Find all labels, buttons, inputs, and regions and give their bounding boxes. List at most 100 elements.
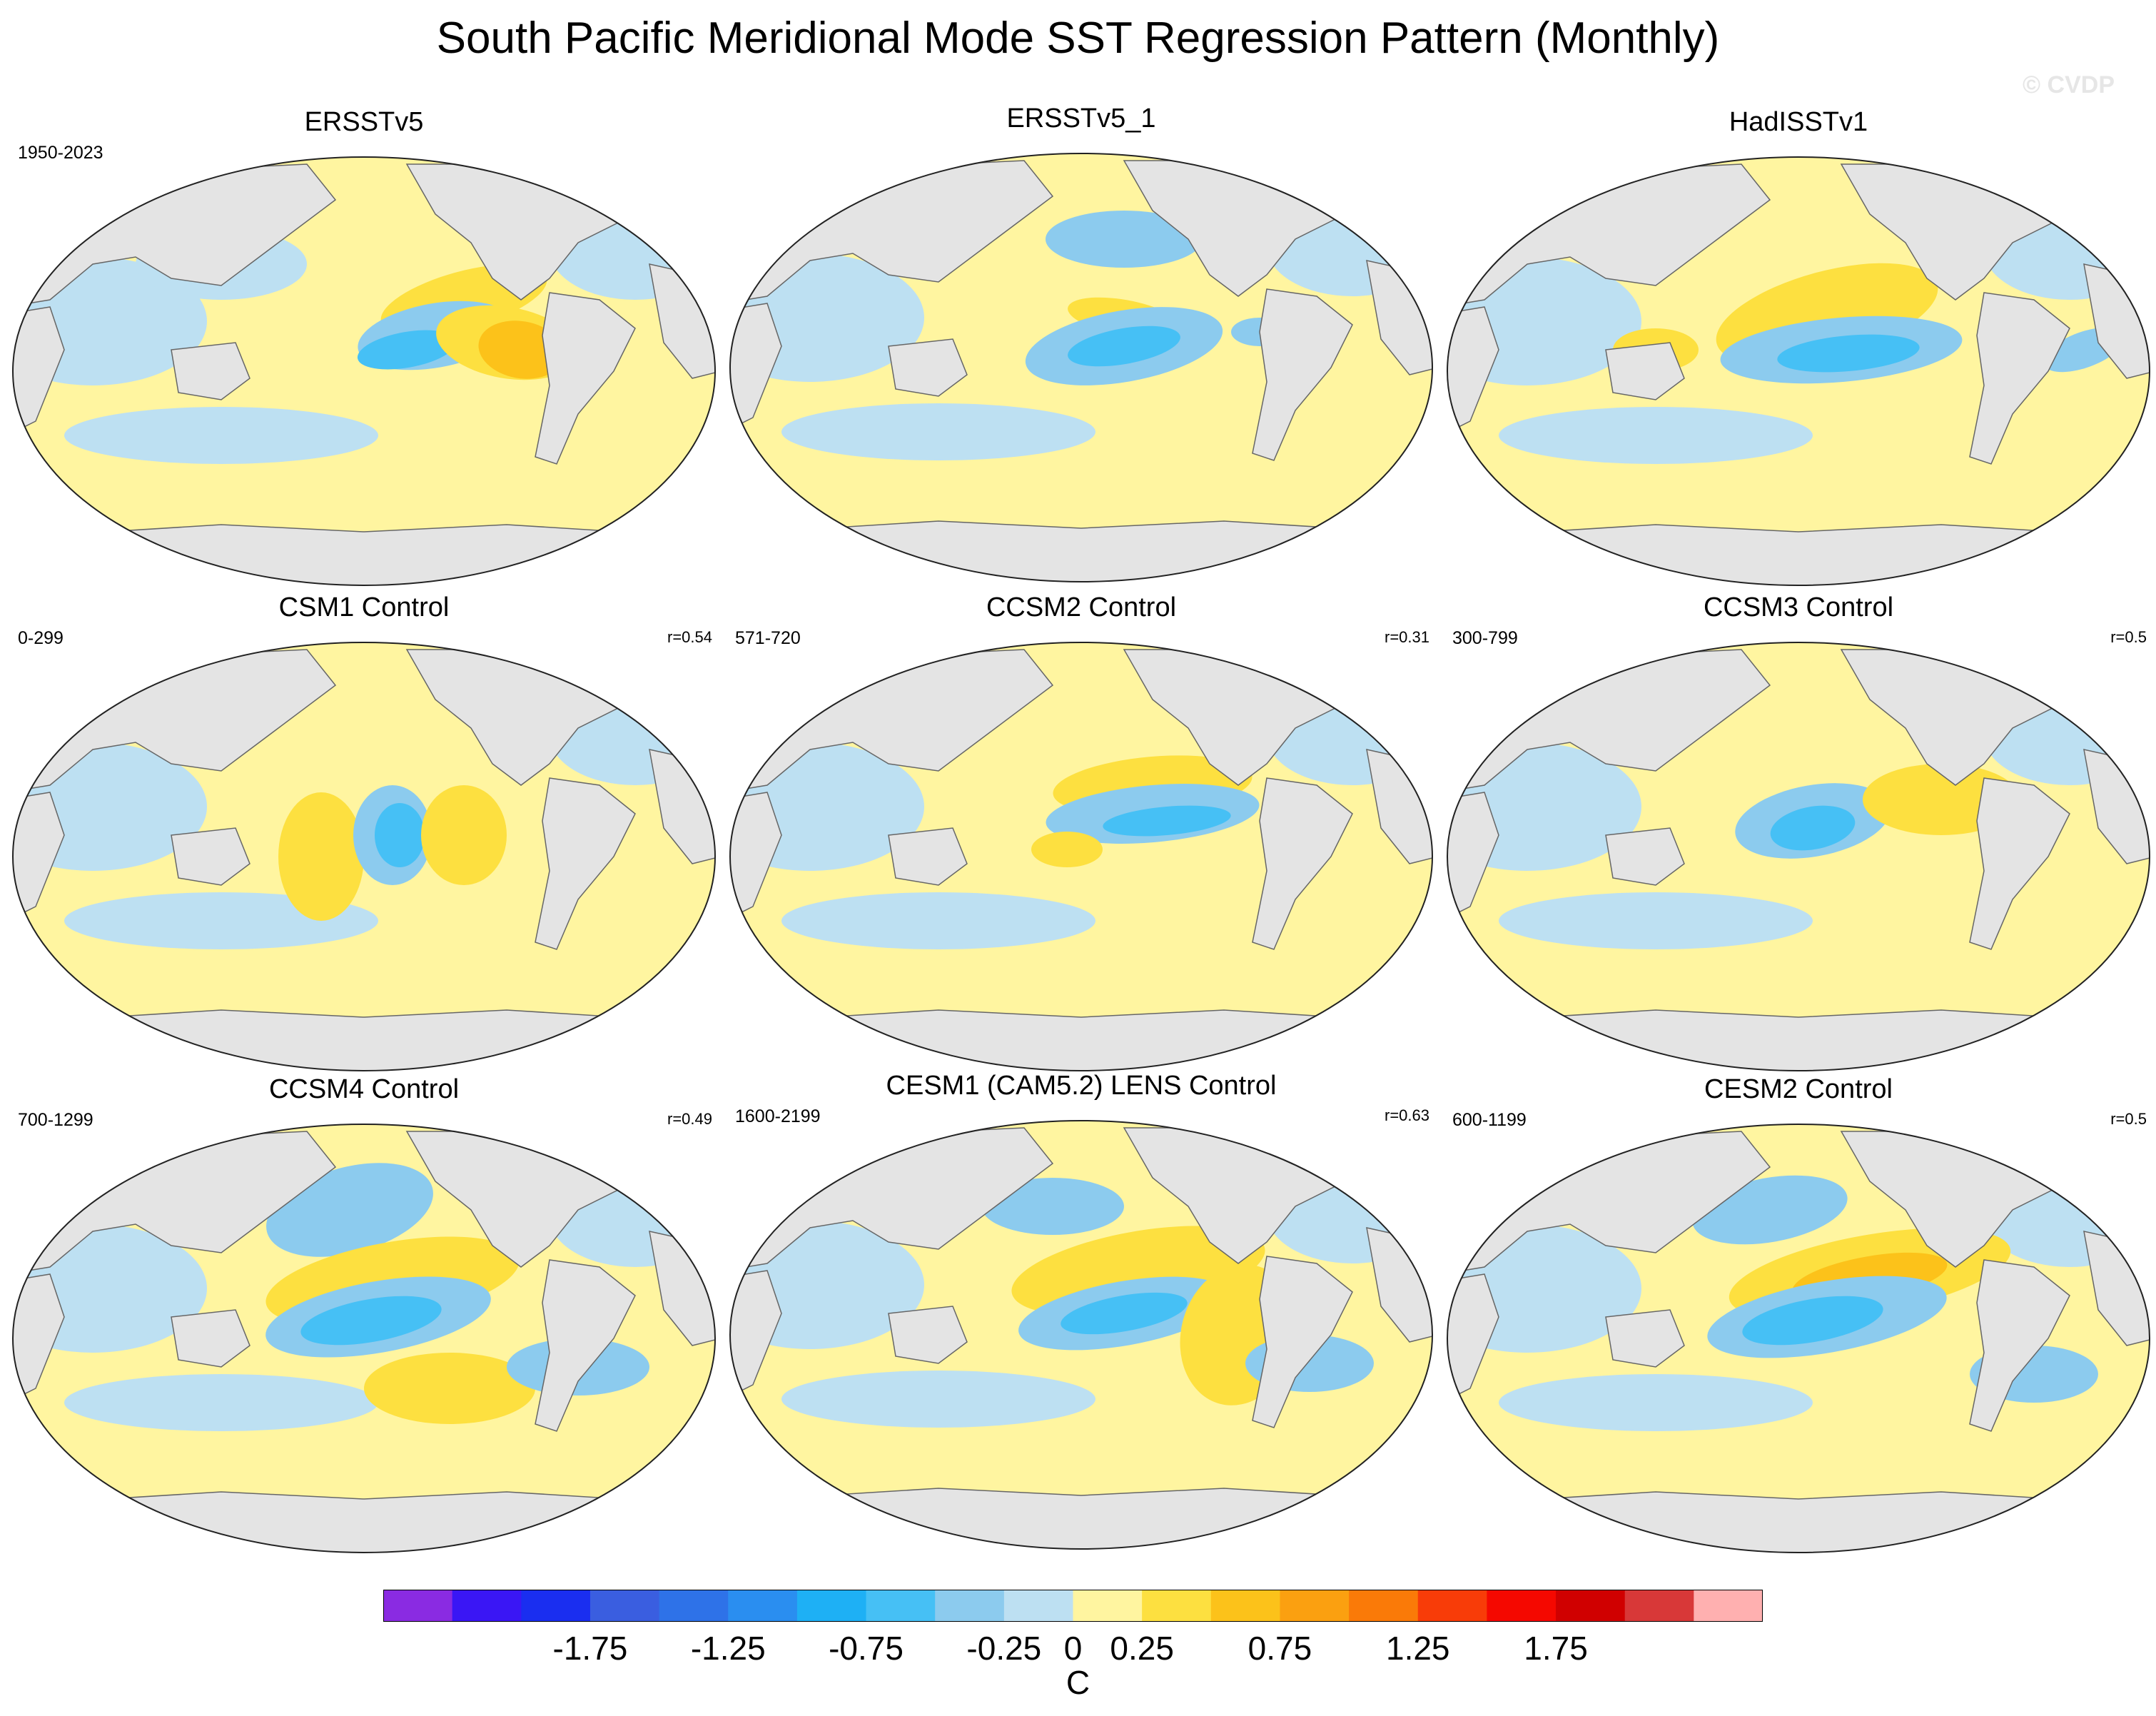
land-antarctica (730, 1009, 1432, 1071)
map-border (12, 642, 716, 1071)
panel-years: 600-1199 (1452, 1110, 1527, 1130)
colorbar-tick-label: 1.25 (1385, 1630, 1450, 1667)
panel-years: 700-1299 (18, 1110, 93, 1130)
panel-correlation: r=0.63 (1385, 1106, 1429, 1124)
land-australia (1605, 827, 1685, 886)
land-africa (730, 303, 782, 433)
land-antarctica (1447, 1009, 2150, 1071)
land-south-america (1969, 292, 2070, 465)
panel-correlation: r=0.49 (667, 1110, 712, 1128)
map-border (12, 1124, 716, 1553)
panel-correlation: r=0.5 (2110, 1110, 2147, 1128)
colorbar-swatch (1073, 1590, 1143, 1622)
land-australia (1605, 1309, 1685, 1368)
colorbar-swatch (521, 1590, 591, 1622)
land-africa (730, 792, 782, 922)
land-antarctica (1447, 1491, 2150, 1553)
map-plot (1447, 156, 2150, 586)
map-panel: CSM1 Control 0-299 r=0.54 (7, 592, 721, 1078)
colorbar-swatch (1280, 1590, 1350, 1622)
colorbar-swatch (383, 1590, 453, 1622)
map-border (12, 156, 716, 586)
panel-years: 1950-2023 (18, 143, 103, 163)
figure-title: South Pacific Meridional Mode SST Regres… (436, 14, 1720, 63)
anomaly-contour (1103, 805, 1231, 837)
land-antarctica (730, 520, 1432, 582)
land-africa (13, 792, 65, 922)
panel-title: CCSM2 Control (986, 592, 1177, 622)
map-plot (729, 153, 1433, 582)
anomaly-contour (364, 1353, 535, 1424)
panel-years: 0-299 (18, 628, 64, 648)
anomaly-contour (278, 792, 364, 921)
map-panel: CESM2 Control 600-1199 r=0.5 (1442, 1074, 2155, 1560)
colorbar-swatch (1417, 1590, 1487, 1622)
colorbar-swatch (728, 1590, 798, 1622)
panel-title: CCSM3 Control (1703, 592, 1894, 622)
land-australia (1605, 342, 1685, 400)
colorbar-tick-label: 0.75 (1247, 1630, 1312, 1667)
anomaly-contour (1742, 1296, 1883, 1346)
neg-anomaly-region (64, 1374, 378, 1431)
colorbar-tick-label: -0.75 (829, 1630, 904, 1667)
land-africa (1447, 306, 1499, 437)
land-south-america (1252, 288, 1353, 461)
colorbar-swatch (1349, 1590, 1419, 1622)
colorbar-swatch (1694, 1590, 1763, 1622)
anomaly-contour (300, 1296, 442, 1346)
neg-anomaly-region (781, 892, 1095, 949)
land-antarctica (13, 1009, 715, 1071)
anomaly-contour (1061, 1292, 1188, 1335)
land-africa (1447, 792, 1499, 922)
map-panel: ERSSTv5 1950-2023 (7, 107, 721, 592)
panel-years: 300-799 (1452, 628, 1518, 648)
map-plot (12, 1124, 716, 1553)
colorbar-swatch (659, 1590, 729, 1622)
map-panel: CESM1 (CAM5.2) LENS Control 1600-2199 r=0.… (724, 1071, 1438, 1556)
map-border (729, 153, 1433, 582)
colorbar-tick-label: 0.25 (1110, 1630, 1174, 1667)
map-panel: CCSM3 Control 300-799 r=0.5 (1442, 592, 2155, 1078)
map-border (1447, 642, 2150, 1071)
colorbar-labels: -1.75 -1.25 -0.75 -0.25 0 0.25 0.75 1.25 1.75 (0, 1629, 2156, 1672)
land-south-america (1252, 1256, 1353, 1428)
colorbar-frame (383, 1590, 1763, 1622)
land-africa (730, 1270, 782, 1400)
map-panel: HadISSTv1 (1442, 107, 2155, 592)
map-border (729, 1120, 1433, 1550)
colorbar-swatch (1624, 1590, 1694, 1622)
anomaly-contour (375, 803, 425, 867)
colorbar-swatch (1003, 1590, 1073, 1622)
colorbar-swatch (1487, 1590, 1557, 1622)
colorbar-swatch (866, 1590, 936, 1622)
land-africa (1447, 1273, 1499, 1404)
panel-correlation: r=0.5 (2110, 628, 2147, 646)
colorbar-swatch (1210, 1590, 1280, 1622)
land-south-america (1252, 777, 1353, 950)
anomaly-contour (1046, 211, 1203, 268)
watermark: © CVDP (2023, 71, 2115, 99)
colorbar-tick-label: 0 (1063, 1630, 1083, 1667)
land-antarctica (1447, 524, 2150, 585)
colorbar-swatch (589, 1590, 660, 1622)
colorbar-tick-label: -1.25 (690, 1630, 766, 1667)
map-plot (1447, 1124, 2150, 1553)
panel-years: 571-720 (735, 628, 801, 648)
land-australia (171, 342, 250, 400)
neg-anomaly-region (1499, 892, 1813, 949)
land-africa (13, 306, 65, 437)
land-australia (888, 338, 968, 397)
panel-title: HadISSTv1 (1729, 107, 1868, 137)
neg-anomaly-region (1499, 1374, 1813, 1431)
land-africa (13, 1273, 65, 1404)
land-south-america (535, 292, 636, 465)
map-panel: CCSM4 Control 700-1299 r=0.49 (7, 1074, 721, 1560)
colorbar-swatch (796, 1590, 867, 1622)
land-south-america (535, 1259, 636, 1432)
colorbar (383, 1590, 1763, 1622)
map-border (1447, 1124, 2150, 1553)
land-south-america (535, 777, 636, 950)
colorbar-tick-label: -0.25 (966, 1630, 1042, 1667)
land-australia (171, 827, 250, 886)
land-australia (171, 1309, 250, 1368)
